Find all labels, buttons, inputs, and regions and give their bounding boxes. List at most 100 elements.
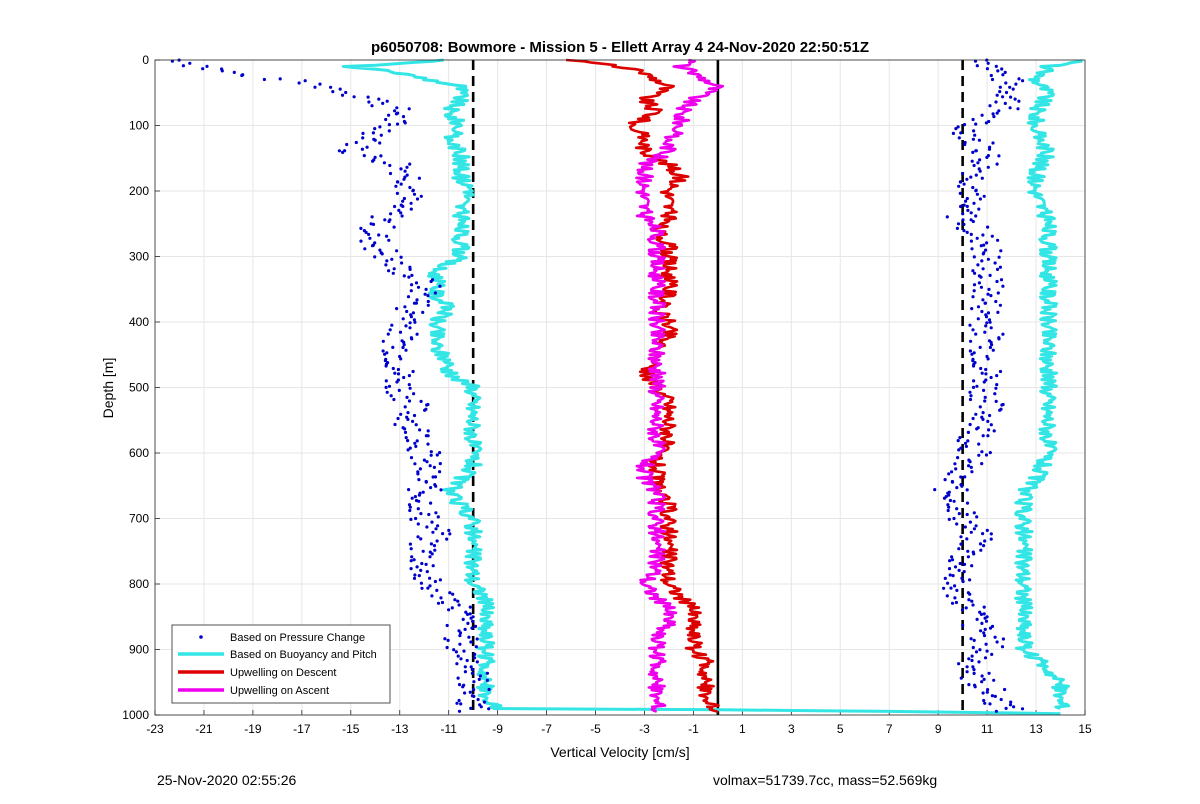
pressure-point	[408, 508, 412, 513]
pressure-point	[947, 472, 951, 476]
pressure-point	[968, 349, 973, 353]
pressure-point	[986, 61, 990, 65]
pressure-point	[968, 422, 972, 427]
pressure-point	[431, 475, 435, 479]
pressure-point	[968, 323, 972, 327]
pressure-point	[978, 405, 982, 409]
x-axis-label: Vertical Velocity [cm/s]	[550, 744, 689, 760]
pressure-point	[392, 397, 396, 402]
pressure-point	[983, 330, 987, 334]
pressure-point	[999, 697, 1003, 702]
pressure-point	[952, 499, 956, 503]
pressure-point	[963, 525, 967, 529]
pressure-point	[969, 232, 973, 236]
pressure-point	[983, 656, 988, 660]
pressure-point	[387, 123, 391, 127]
pressure-point	[391, 345, 395, 349]
pressure-point	[978, 158, 982, 162]
pressure-point	[974, 214, 978, 218]
pressure-point	[373, 155, 377, 159]
pressure-point	[979, 366, 983, 371]
pressure-point	[409, 559, 413, 563]
pressure-point	[982, 388, 986, 392]
pressure-point	[373, 255, 377, 259]
y-axis-label: Depth [m]	[100, 358, 116, 419]
legend-label-buoyancy: Based on Buoyancy and Pitch	[230, 649, 377, 661]
pressure-point	[393, 371, 397, 375]
pressure-point	[409, 456, 414, 460]
pressure-point	[443, 637, 447, 641]
pressure-point	[426, 442, 430, 446]
pressure-point	[1004, 90, 1009, 95]
pressure-point	[407, 383, 411, 387]
y-tick-label: 400	[129, 315, 149, 329]
pressure-point	[425, 570, 429, 574]
pressure-point	[482, 700, 487, 704]
pressure-point	[465, 658, 469, 663]
pressure-point	[440, 600, 445, 605]
x-tick-label: -21	[195, 722, 213, 736]
pressure-point	[988, 413, 992, 418]
pressure-point	[408, 162, 412, 166]
pressure-point	[414, 423, 418, 427]
pressure-point	[968, 578, 972, 582]
pressure-point	[995, 93, 999, 97]
pressure-point	[451, 592, 455, 596]
pressure-point	[220, 69, 224, 73]
pressure-point	[402, 177, 406, 181]
pressure-point	[457, 709, 462, 713]
pressure-point	[471, 619, 475, 623]
pressure-point	[416, 535, 420, 539]
pressure-point	[473, 656, 477, 660]
pressure-point	[980, 680, 984, 684]
pressure-point	[434, 527, 438, 531]
pressure-point	[976, 161, 980, 165]
pressure-point	[412, 558, 416, 562]
pressure-point	[986, 292, 990, 296]
pressure-point	[391, 271, 395, 275]
pressure-point	[395, 191, 399, 195]
pressure-point	[989, 375, 993, 380]
pressure-point	[408, 542, 412, 546]
pressure-point	[979, 285, 984, 289]
pressure-point	[399, 357, 403, 361]
pressure-point	[989, 326, 993, 330]
pressure-point	[441, 532, 445, 536]
pressure-point	[971, 416, 975, 421]
pressure-point	[386, 332, 390, 336]
pressure-point	[1003, 101, 1007, 105]
pressure-point	[980, 113, 984, 117]
pressure-point	[957, 568, 961, 573]
pressure-point	[396, 416, 400, 421]
pressure-point	[970, 470, 974, 474]
x-tick-label: -3	[639, 722, 650, 736]
pressure-point	[979, 612, 984, 617]
pressure-point	[980, 621, 984, 626]
pressure-point	[987, 428, 991, 432]
pressure-point	[966, 430, 971, 434]
pressure-point	[959, 180, 963, 184]
pressure-point	[424, 480, 428, 484]
pressure-point	[453, 598, 457, 602]
pressure-point	[361, 136, 365, 140]
pressure-point	[983, 627, 987, 632]
pressure-point	[978, 169, 982, 173]
pressure-point	[472, 694, 476, 699]
pressure-point	[982, 605, 986, 609]
pressure-point	[964, 444, 969, 448]
pressure-point	[959, 542, 963, 546]
pressure-point	[969, 211, 973, 215]
pressure-point	[430, 520, 434, 524]
plot-frame	[154, 59, 1086, 716]
pressure-point	[412, 301, 417, 305]
pressure-point	[1014, 82, 1018, 86]
pressure-point	[986, 165, 990, 169]
pressure-point	[406, 295, 411, 299]
pressure-point	[468, 605, 472, 609]
pressure-point	[405, 309, 409, 314]
pressure-point	[385, 390, 389, 394]
pressure-point	[428, 464, 432, 468]
pressure-point	[997, 255, 1001, 259]
pressure-point	[946, 581, 950, 585]
pressure-point	[964, 199, 968, 203]
